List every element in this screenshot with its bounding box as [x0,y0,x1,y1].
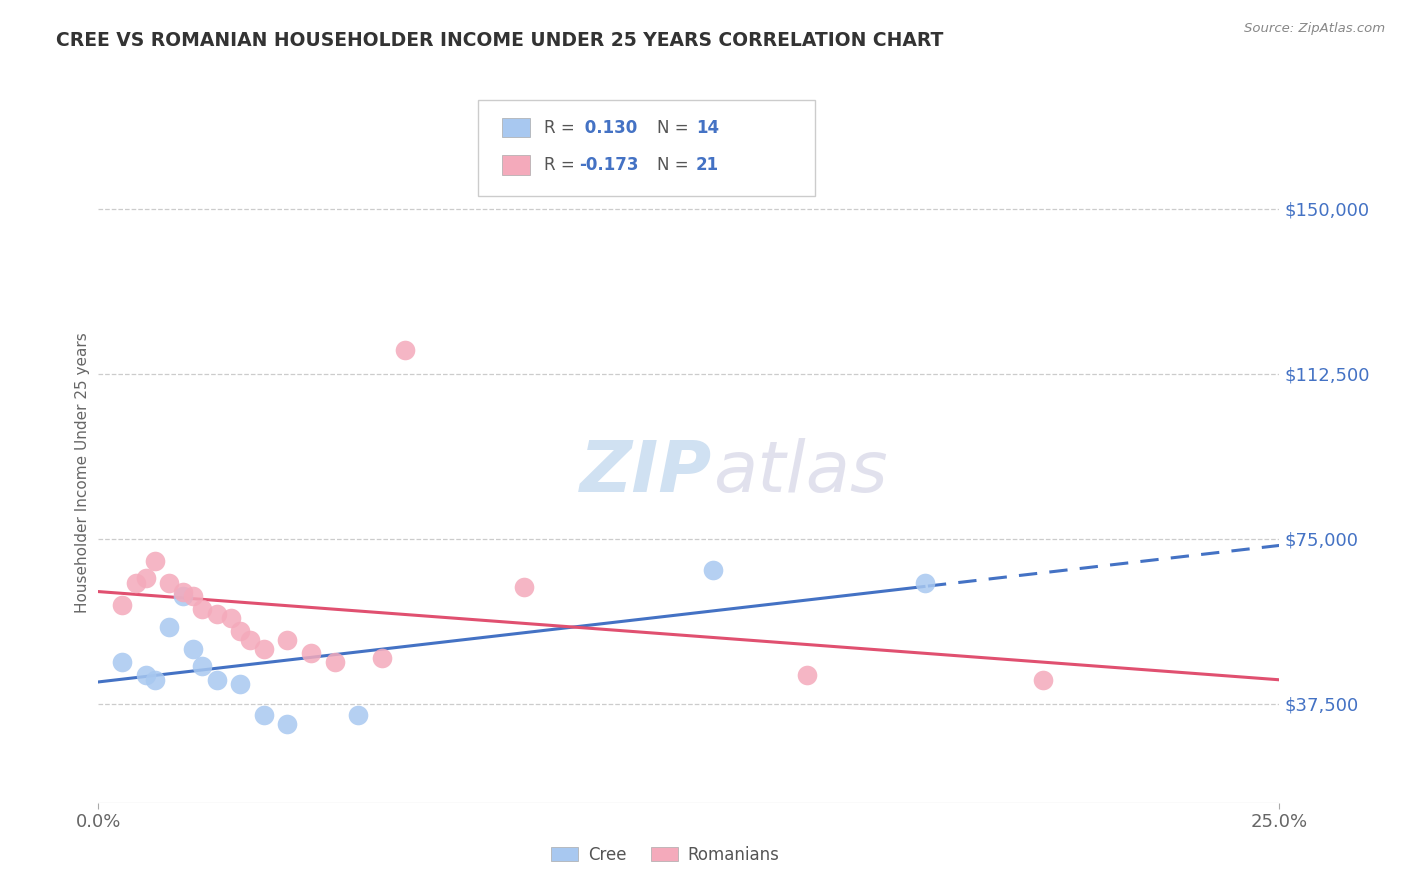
Point [702,563,724,577]
Text: 0.130: 0.130 [579,119,637,136]
Point [394,343,416,357]
Text: CREE VS ROMANIAN HOUSEHOLDER INCOME UNDER 25 YEARS CORRELATION CHART: CREE VS ROMANIAN HOUSEHOLDER INCOME UNDE… [56,31,943,50]
Point [205,607,228,621]
Point [135,571,157,585]
Point [371,650,394,665]
Point [229,624,252,639]
Text: atlas: atlas [713,438,887,508]
Point [181,589,204,603]
Point [253,641,276,656]
Point [157,575,180,590]
Point [111,598,134,612]
Point [512,580,534,594]
Text: N =: N = [657,156,693,174]
Point [1032,673,1054,687]
Point [219,611,242,625]
Point [323,655,346,669]
Text: R =: R = [544,119,581,136]
Text: -0.173: -0.173 [579,156,638,174]
Point [229,677,252,691]
Point [125,575,148,590]
Point [143,673,166,687]
Point [276,632,298,647]
Point [191,659,214,673]
Point [172,584,194,599]
Text: N =: N = [657,119,693,136]
Point [172,589,194,603]
Point [111,655,134,669]
Point [191,602,214,616]
Point [299,646,322,660]
Point [181,641,204,656]
Point [796,668,818,682]
Text: 14: 14 [696,119,718,136]
Point [239,632,262,647]
Text: ZIP: ZIP [581,438,713,508]
Point [276,716,298,731]
Point [914,575,936,590]
Point [135,668,157,682]
Text: 21: 21 [696,156,718,174]
Text: Source: ZipAtlas.com: Source: ZipAtlas.com [1244,22,1385,36]
Point [347,707,370,722]
Legend: Cree, Romanians: Cree, Romanians [544,839,786,871]
Text: R =: R = [544,156,581,174]
Point [157,620,180,634]
Point [253,707,276,722]
Point [143,554,166,568]
Point [205,673,228,687]
Y-axis label: Householder Income Under 25 years: Householder Income Under 25 years [75,333,90,613]
